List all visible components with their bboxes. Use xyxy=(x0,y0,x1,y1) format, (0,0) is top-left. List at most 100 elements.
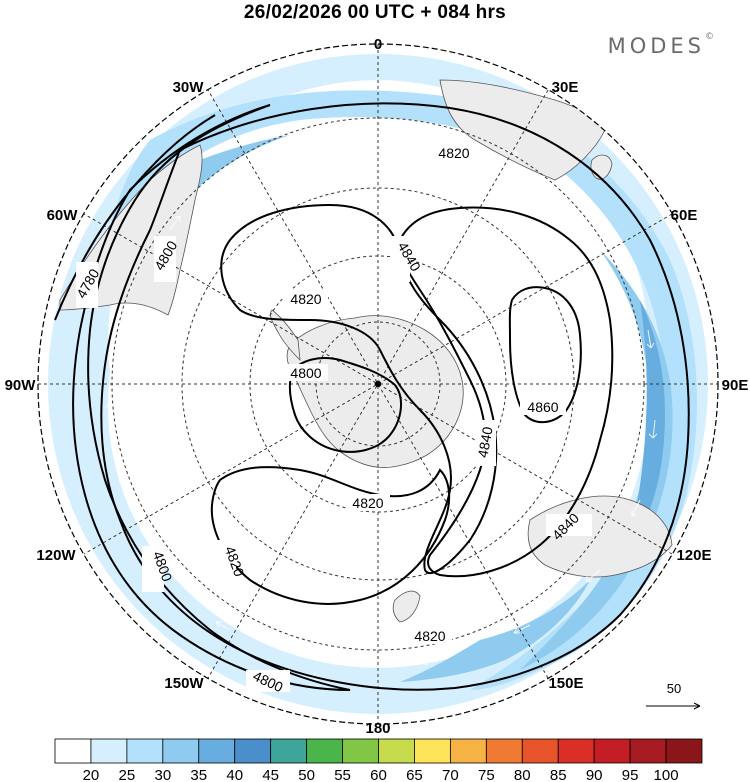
map-border xyxy=(37,43,719,725)
copyright-mark: © xyxy=(705,32,714,42)
contour-label: 4840 xyxy=(474,425,495,459)
colorbar-swatch xyxy=(306,738,343,764)
reference-vector: 50 xyxy=(646,681,701,710)
jet-core-east-strong xyxy=(630,300,665,550)
colorbar: 20 25 30 35 40 45 50 55 60 65 70 75 80 85 90 95 100 xyxy=(54,738,703,782)
wind-arrow xyxy=(646,329,655,349)
colorbar-swatch xyxy=(414,738,451,764)
antarctica xyxy=(286,315,464,468)
lon-label-150w: 150W xyxy=(164,675,204,692)
colorbar-tick-label: 85 xyxy=(550,767,567,782)
colorbar-swatch xyxy=(557,738,595,764)
colorbar-tick-label: 35 xyxy=(190,767,207,782)
brand-name: MODES xyxy=(607,34,705,58)
colorbar-tick-label: 80 xyxy=(514,767,531,782)
colorbar-swatch xyxy=(378,738,415,764)
colorbar-tick-label: 40 xyxy=(226,767,243,782)
contour-4820-outer xyxy=(100,102,690,691)
contour-label-bg xyxy=(142,546,164,592)
contour-label: 4820 xyxy=(352,495,383,511)
contour-label-bg xyxy=(76,262,98,308)
lon-label-30w: 30W xyxy=(173,79,205,96)
wind-arrow xyxy=(631,499,641,517)
colorbar-swatch xyxy=(126,738,164,764)
contour-label-bg xyxy=(546,514,592,536)
wind-arrow xyxy=(513,624,531,634)
contour-label-bg xyxy=(154,236,176,282)
wind-arrow xyxy=(648,419,658,439)
colorbar-swatch xyxy=(665,738,703,764)
africa xyxy=(439,79,606,181)
colorbar-swatch xyxy=(90,738,128,764)
meridian-120 xyxy=(83,213,673,555)
contour-label-bg xyxy=(476,420,496,466)
contour-4800-pole xyxy=(288,357,402,453)
wind-arrow xyxy=(421,659,441,666)
colorbar-tick-label: 90 xyxy=(586,767,603,782)
jet-band-mid xyxy=(100,90,697,691)
colorbar-swatch xyxy=(521,738,559,764)
lon-label-0: 0 xyxy=(374,36,382,53)
wind-arrow xyxy=(141,525,151,541)
contour-4820-inner xyxy=(220,203,498,575)
contour-label-bg xyxy=(214,540,236,586)
lon-label-60w: 60W xyxy=(47,207,79,224)
contour-label-bg xyxy=(390,236,410,282)
contour-4800-outer xyxy=(72,104,351,691)
colorbar-tick-label: 60 xyxy=(370,767,387,782)
lon-label-90w: 90W xyxy=(5,377,37,394)
brand-logo: MODES© xyxy=(607,32,714,58)
graticule xyxy=(38,44,718,724)
colorbar-swatch xyxy=(234,738,272,764)
wind-arrow xyxy=(619,259,630,277)
lon-label-120e: 120E xyxy=(676,547,711,564)
contour-label-bg xyxy=(432,144,476,161)
contour-label-bg xyxy=(520,398,566,415)
colorbar-tick-label: 45 xyxy=(262,767,279,782)
lon-label-30e: 30E xyxy=(552,79,579,96)
contour-labels: 4820 4840 4860 4820 4840 4840 4820 4820 … xyxy=(73,144,592,695)
colorbar-swatch xyxy=(270,738,308,764)
wind-arrow xyxy=(329,133,349,142)
colorbar-tick-label: 20 xyxy=(83,767,100,782)
colorbar-tick-label: 70 xyxy=(442,767,459,782)
lon-label-90e: 90E xyxy=(722,377,749,394)
colorbar-swatch xyxy=(593,738,631,764)
contour-label-bg xyxy=(246,670,290,692)
jet-core-south xyxy=(400,580,590,682)
longitude-labels: 0 30E 60E 90E 120E 150E 180 150W 120W 90… xyxy=(5,36,749,737)
map-title: 26/02/2026 00 UTC + 084 hrs xyxy=(243,2,507,23)
contour-label: 4800 xyxy=(290,365,321,381)
antarctic-peninsula xyxy=(270,309,301,362)
reference-vector-head xyxy=(693,702,701,710)
colorbar-swatch xyxy=(485,738,523,764)
colorbar-swatch xyxy=(629,738,667,764)
contour-label-bg xyxy=(408,627,452,644)
meridian-30 xyxy=(207,89,549,679)
colorbar-swatch xyxy=(198,738,236,764)
contour-label-bg xyxy=(284,290,328,307)
jet-core-east xyxy=(520,250,673,670)
reference-vector-label: 50 xyxy=(667,681,681,696)
south-pole-marker xyxy=(375,381,381,387)
colorbar-tick-label: 25 xyxy=(119,767,136,782)
colorbar-tick-label: 55 xyxy=(334,767,351,782)
contour-label: 4860 xyxy=(527,399,558,415)
wind-vectors xyxy=(104,132,658,681)
colorbar-swatch xyxy=(54,738,92,764)
wind-arrow xyxy=(169,215,181,231)
colorbar-tick-label: 75 xyxy=(478,767,495,782)
colorbar-tick-label: 100 xyxy=(654,767,679,782)
colorbar-swatch xyxy=(342,738,379,764)
contour-label: 4820 xyxy=(414,628,445,644)
wind-arrow xyxy=(585,569,601,583)
colorbar-swatch xyxy=(449,738,487,764)
meridian-150 xyxy=(207,89,549,679)
wind-arrow xyxy=(419,132,439,141)
lon-label-150e: 150E xyxy=(548,675,583,692)
colorbar-tick-label: 50 xyxy=(298,767,315,782)
colorbar-tick-label: 95 xyxy=(622,767,639,782)
contour-label-bg xyxy=(346,494,390,511)
wind-arrow xyxy=(104,403,113,421)
